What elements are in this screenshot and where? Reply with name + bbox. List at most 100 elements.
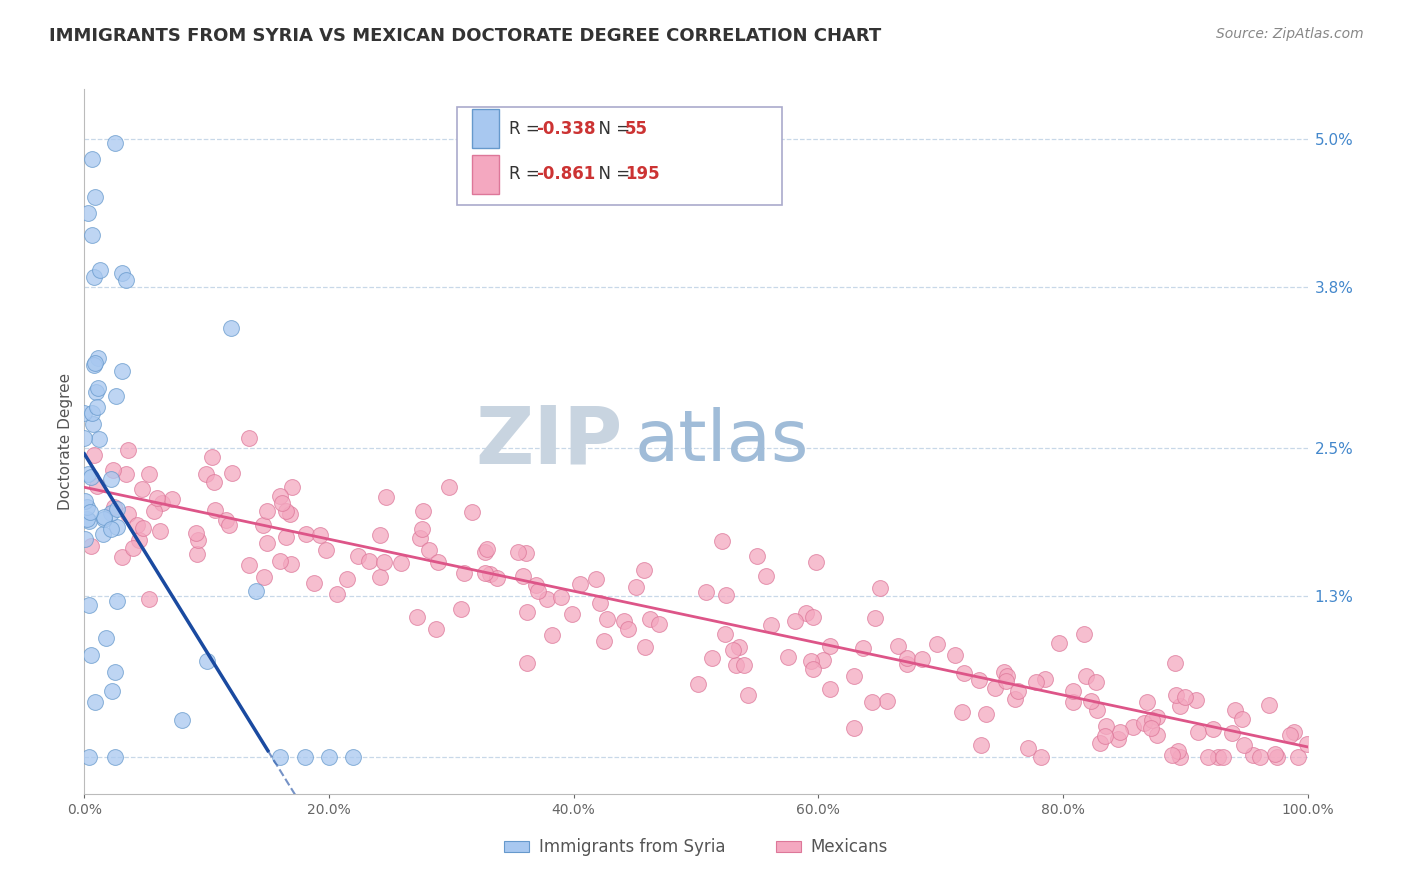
Mexicans — [1109, 724, 1132, 739]
Mexicans — [194, 467, 217, 481]
Mexicans — [1085, 703, 1108, 717]
Mexicans — [1007, 684, 1029, 698]
Immigrants from Syria — [80, 648, 103, 662]
Immigrants from Syria — [86, 400, 108, 414]
Mexicans — [201, 450, 224, 464]
Mexicans — [1094, 730, 1116, 744]
Mexicans — [869, 581, 891, 595]
Mexicans — [280, 558, 302, 572]
Mexicans — [478, 566, 501, 581]
Mexicans — [695, 585, 717, 599]
Mexicans — [588, 596, 610, 610]
Mexicans — [461, 505, 484, 519]
Immigrants from Syria — [294, 749, 316, 764]
Mexicans — [613, 615, 636, 629]
Mexicans — [405, 610, 427, 624]
Mexicans — [804, 555, 827, 569]
Mexicans — [993, 665, 1015, 680]
Mexicans — [727, 640, 749, 654]
Mexicans — [1197, 749, 1219, 764]
Immigrants from Syria — [110, 267, 132, 281]
Mexicans — [1202, 722, 1225, 736]
Mexicans — [617, 622, 640, 636]
Mexicans — [714, 626, 737, 640]
Mexicans — [1187, 725, 1209, 739]
Immigrants from Syria — [104, 136, 127, 150]
Immigrants from Syria — [245, 584, 267, 599]
Mexicans — [270, 496, 292, 510]
Mexicans — [101, 463, 124, 477]
Mexicans — [218, 518, 240, 533]
Immigrants from Syria — [76, 512, 98, 526]
Immigrants from Syria — [76, 500, 98, 514]
Mexicans — [127, 518, 149, 533]
Immigrants from Syria — [73, 532, 96, 546]
Mexicans — [1174, 690, 1197, 704]
Mexicans — [527, 584, 550, 599]
Mexicans — [624, 580, 647, 594]
Immigrants from Syria — [83, 190, 105, 204]
Immigrants from Syria — [87, 351, 110, 365]
Mexicans — [221, 466, 243, 480]
Mexicans — [515, 656, 537, 670]
Mexicans — [368, 570, 391, 584]
Mexicans — [450, 602, 472, 616]
Immigrants from Syria — [82, 417, 104, 432]
Immigrants from Syria — [84, 384, 107, 399]
Mexicans — [149, 524, 172, 538]
Mexicans — [425, 623, 447, 637]
Mexicans — [202, 475, 225, 489]
Mexicans — [550, 590, 572, 604]
Mexicans — [783, 614, 806, 628]
Mexicans — [146, 491, 169, 505]
Immigrants from Syria — [79, 598, 101, 612]
Text: N =: N = — [588, 165, 636, 183]
Mexicans — [863, 611, 886, 625]
Mexicans — [634, 640, 657, 654]
Text: 195: 195 — [626, 165, 659, 183]
Mexicans — [1185, 692, 1208, 706]
Mexicans — [925, 637, 948, 651]
Mexicans — [215, 513, 238, 527]
Mexicans — [969, 738, 991, 752]
Mexicans — [269, 489, 291, 503]
Immigrants from Syria — [105, 520, 128, 534]
Immigrants from Syria — [76, 467, 98, 482]
Mexicans — [592, 634, 614, 648]
Mexicans — [1033, 673, 1056, 687]
Text: N =: N = — [588, 120, 636, 138]
Mexicans — [721, 643, 744, 657]
Immigrants from Syria — [80, 152, 103, 166]
Immigrants from Syria — [79, 505, 101, 519]
Immigrants from Syria — [93, 509, 115, 524]
Mexicans — [238, 431, 260, 445]
Mexicans — [1160, 748, 1182, 763]
Mexicans — [474, 545, 496, 559]
Mexicans — [83, 449, 105, 463]
Mexicans — [818, 681, 841, 696]
Mexicans — [1085, 675, 1108, 690]
Mexicans — [724, 658, 747, 673]
Mexicans — [638, 612, 661, 626]
Mexicans — [325, 587, 347, 601]
Immigrants from Syria — [87, 432, 110, 446]
Immigrants from Syria — [93, 512, 115, 526]
Mexicans — [887, 640, 910, 654]
Mexicans — [541, 628, 564, 642]
Immigrants from Syria — [91, 526, 114, 541]
Text: -0.338: -0.338 — [536, 120, 595, 138]
Mexicans — [755, 569, 778, 583]
Immigrants from Syria — [80, 406, 103, 420]
Mexicans — [132, 521, 155, 535]
Mexicans — [1140, 713, 1163, 727]
Mexicans — [702, 650, 724, 665]
Mexicans — [799, 654, 821, 668]
Mexicans — [1282, 725, 1305, 739]
Mexicans — [1241, 748, 1264, 763]
Mexicans — [745, 549, 768, 563]
Mexicans — [761, 617, 783, 632]
Immigrants from Syria — [96, 631, 118, 645]
Immigrants from Syria — [342, 749, 364, 764]
Mexicans — [1233, 738, 1256, 752]
Mexicans — [411, 522, 433, 536]
